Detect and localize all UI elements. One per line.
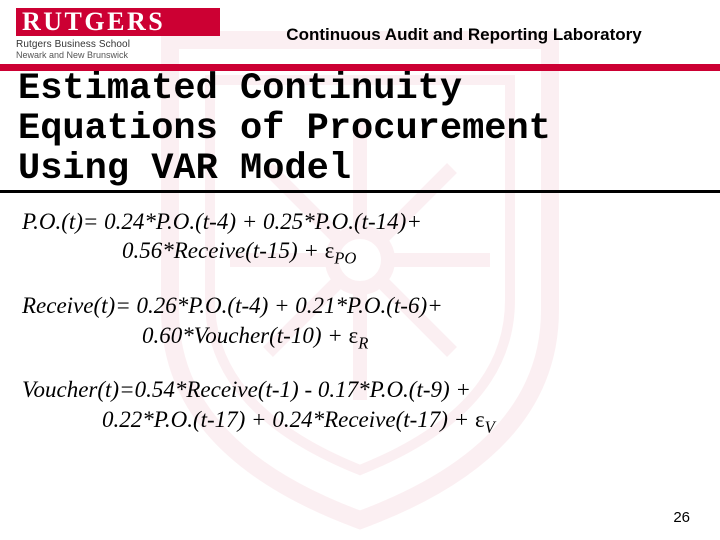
slide-title-line-2: Equations of Procurement <box>18 108 551 150</box>
eq2-sub: R <box>358 333 368 352</box>
eq2-line1: Receive(t)= 0.26*P.O.(t-4) + 0.21*P.O.(t… <box>22 293 443 318</box>
page-number: 26 <box>673 509 690 526</box>
equation-receive: Receive(t)= 0.26*P.O.(t-4) + 0.21*P.O.(t… <box>22 291 698 353</box>
slide-title: Estimated Continuity Equations of Procur… <box>0 68 720 193</box>
slide-title-line-3: Using VAR Model <box>18 148 351 190</box>
epsilon-symbol: ε <box>475 407 485 432</box>
rutgers-logo: RUTGERS Rutgers Business School Newark a… <box>0 4 220 60</box>
eq1-line2: 0.56*Receive(t-15) + εPO <box>22 236 698 269</box>
eq3-l2-pre: 0.22*P.O.(t-17) + 0.24*Receive(t-17) + <box>102 407 475 432</box>
eq1-sub: PO <box>334 249 356 268</box>
slide-title-line-1: Estimated Continuity <box>18 68 462 110</box>
lab-title: Continuous Audit and Reporting Laborator… <box>220 19 720 45</box>
epsilon-symbol: ε <box>349 323 359 348</box>
logo-wordmark: RUTGERS <box>16 8 220 36</box>
eq2-line2: 0.60*Voucher(t-10) + εR <box>22 321 698 354</box>
eq1-l2-pre: 0.56*Receive(t-15) + <box>122 238 325 263</box>
logo-subtitle-1: Rutgers Business School <box>16 39 220 50</box>
eq3-sub: V <box>485 417 495 436</box>
eq3-line2: 0.22*P.O.(t-17) + 0.24*Receive(t-17) + ε… <box>22 405 698 438</box>
eq1-line1: P.O.(t)= 0.24*P.O.(t-4) + 0.25*P.O.(t-14… <box>22 209 422 234</box>
equations-block: P.O.(t)= 0.24*P.O.(t-4) + 0.25*P.O.(t-14… <box>0 193 720 438</box>
eq3-line1: Voucher(t)=0.54*Receive(t-1) - 0.17*P.O.… <box>22 377 471 402</box>
epsilon-symbol: ε <box>325 238 335 263</box>
header: RUTGERS Rutgers Business School Newark a… <box>0 0 720 64</box>
logo-subtitle-2: Newark and New Brunswick <box>16 50 220 60</box>
equation-voucher: Voucher(t)=0.54*Receive(t-1) - 0.17*P.O.… <box>22 375 698 437</box>
eq2-l2-pre: 0.60*Voucher(t-10) + <box>142 323 349 348</box>
equation-po: P.O.(t)= 0.24*P.O.(t-4) + 0.25*P.O.(t-14… <box>22 207 698 269</box>
